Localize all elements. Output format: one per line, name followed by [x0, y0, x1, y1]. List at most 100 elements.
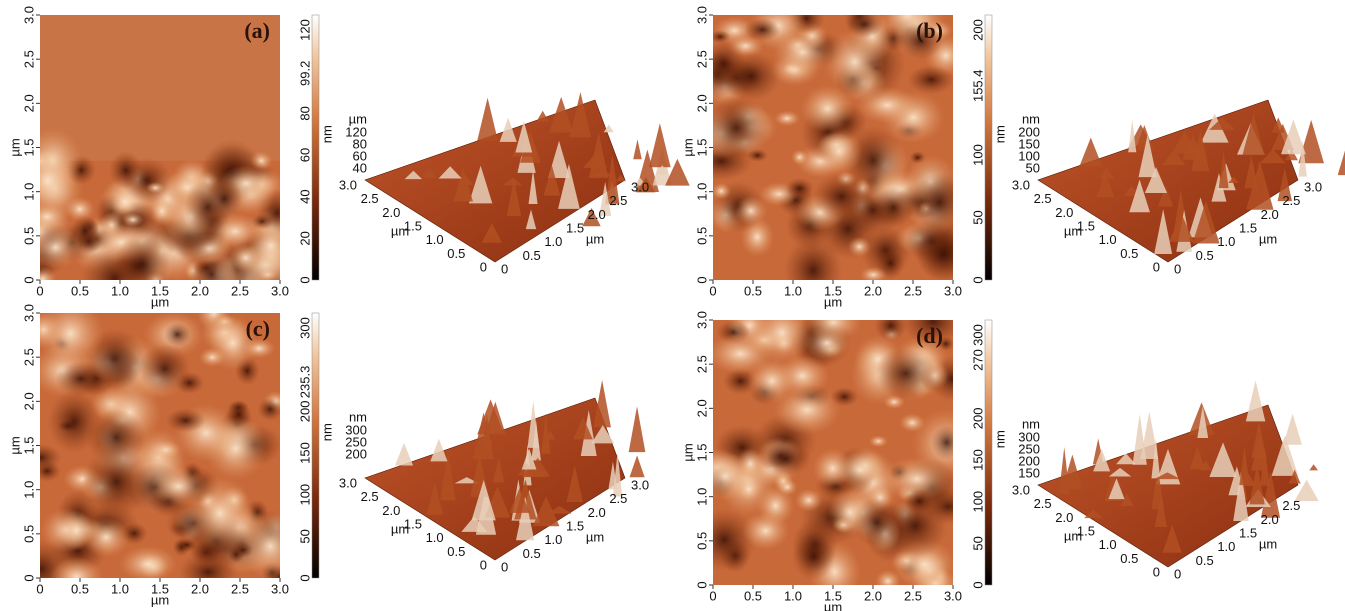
surface-peak — [477, 98, 498, 141]
colorbar — [312, 15, 319, 280]
left-edge-tick-label: 3.0 — [339, 475, 357, 490]
colorbar-tick-label: 100 — [297, 484, 312, 506]
colorbar-tick-label: 0 — [297, 574, 312, 581]
left-edge-tick-label: 2.5 — [361, 489, 379, 504]
texture — [830, 387, 858, 407]
right-edge-tick-label: 2.0 — [1261, 512, 1279, 527]
texture — [146, 182, 165, 194]
x-tick-label: 2.0 — [191, 283, 209, 298]
colorbar-tick-label: 50 — [297, 529, 312, 543]
y-tick-label: 2.5 — [21, 348, 36, 366]
texture — [707, 333, 773, 374]
texture — [816, 128, 863, 174]
y-tick-label: 3.0 — [21, 6, 36, 24]
texture — [206, 178, 243, 220]
texture — [119, 546, 177, 583]
panel-label: (a) — [244, 18, 270, 43]
surface-peak — [1338, 142, 1345, 175]
left-edge-tick-label: 3.0 — [1012, 482, 1030, 497]
left-edge-label: µm — [391, 521, 409, 536]
colorbar-tick-label: 0 — [297, 276, 312, 283]
left-edge-label: µm — [1064, 223, 1082, 238]
colorbar-tick-label: 120 — [297, 19, 312, 41]
y-tick-label: 1.0 — [21, 183, 36, 201]
texture — [931, 425, 962, 459]
right-edge-tick-label: 1.0 — [544, 532, 562, 547]
y-axis-label: µm — [7, 138, 22, 156]
texture — [801, 85, 854, 133]
left-edge-tick-label: 2.0 — [382, 503, 400, 518]
texture — [230, 244, 263, 272]
colorbar-tick-label: 100 — [970, 491, 985, 513]
x-tick-label: 1.0 — [111, 283, 129, 298]
colorbar-tick-label: 300 — [970, 324, 985, 346]
texture — [912, 173, 967, 232]
left-edge-label: µm — [391, 223, 409, 238]
left-edge-tick-label: 0 — [480, 557, 487, 572]
texture — [20, 152, 75, 210]
texture — [915, 229, 971, 280]
left-edge-tick-label: 1.0 — [1099, 537, 1117, 552]
right-edge-tick-label: 0.5 — [1196, 553, 1214, 568]
texture — [845, 11, 883, 38]
right-edge-tick-label: 2.5 — [609, 491, 627, 506]
colorbar-tick-label: 200 — [970, 19, 985, 41]
surface-peak — [536, 111, 549, 122]
left-edge-tick-label: 0.5 — [447, 544, 465, 559]
texture — [791, 149, 808, 165]
right-edge-tick-label: 2.0 — [588, 505, 606, 520]
texture — [31, 226, 81, 269]
x-tick-label: 2.5 — [904, 588, 922, 603]
surface-peak — [629, 455, 644, 477]
colorbar-tick-label: 0 — [970, 276, 985, 283]
x-tick-label: 0 — [36, 283, 43, 298]
y-tick-label: 0 — [21, 276, 36, 283]
right-edge-tick-label: 3.0 — [1304, 179, 1322, 194]
colorbar-tick-label: 50 — [970, 210, 985, 224]
texture — [59, 510, 95, 550]
texture — [112, 189, 138, 215]
x-tick-label: 1.0 — [784, 588, 802, 603]
x-tick-label: 0.5 — [71, 283, 89, 298]
texture — [257, 398, 283, 421]
texture — [813, 448, 853, 488]
x-tick-label: 2.5 — [231, 283, 249, 298]
texture — [853, 497, 901, 548]
right-edge-tick-label: 0 — [501, 559, 508, 574]
texture — [899, 413, 926, 432]
x-tick-label: 3.0 — [944, 588, 962, 603]
right-edge-label: µm — [1259, 536, 1277, 551]
x-tick-label: 3.0 — [271, 581, 289, 596]
y-axis-label: µm — [680, 138, 695, 156]
x-tick-label: 2.0 — [864, 588, 882, 603]
left-edge-tick-label: 0.5 — [447, 246, 465, 261]
y-tick-label: 0 — [694, 276, 709, 283]
right-edge-tick-label: 0 — [1174, 566, 1181, 581]
y-tick-label: 2.0 — [21, 94, 36, 112]
panel-label: (b) — [916, 18, 943, 43]
y-tick-label: 2.5 — [694, 50, 709, 68]
y-tick-label: 0.5 — [694, 532, 709, 550]
colorbar-tick-label: 235.3 — [297, 366, 312, 399]
right-edge-tick-label: 2.0 — [588, 207, 606, 222]
y-tick-label: 1.5 — [21, 138, 36, 156]
left-edge-tick-label: 3.0 — [339, 177, 357, 192]
z-tick-label: 40 — [353, 160, 367, 175]
texture — [109, 151, 143, 189]
texture — [37, 299, 104, 368]
texture — [907, 65, 954, 94]
colorbar-tick-label: 20 — [297, 231, 312, 245]
left-edge-tick-label: 0 — [1153, 259, 1160, 274]
left-edge-tick-label: 1.0 — [1099, 232, 1117, 247]
colorbar-label: nm — [319, 423, 334, 441]
left-edge-tick-label: 2.0 — [1055, 510, 1073, 525]
texture — [233, 542, 253, 558]
texture — [869, 435, 888, 447]
left-edge-tick-label: 1.0 — [426, 530, 444, 545]
surface-peak — [629, 406, 646, 452]
right-edge-tick-label: 2.0 — [1261, 207, 1279, 222]
texture — [875, 348, 936, 400]
y-tick-label: 0 — [21, 574, 36, 581]
x-axis-label: µm — [824, 294, 842, 309]
x-axis-label: µm — [151, 294, 169, 309]
